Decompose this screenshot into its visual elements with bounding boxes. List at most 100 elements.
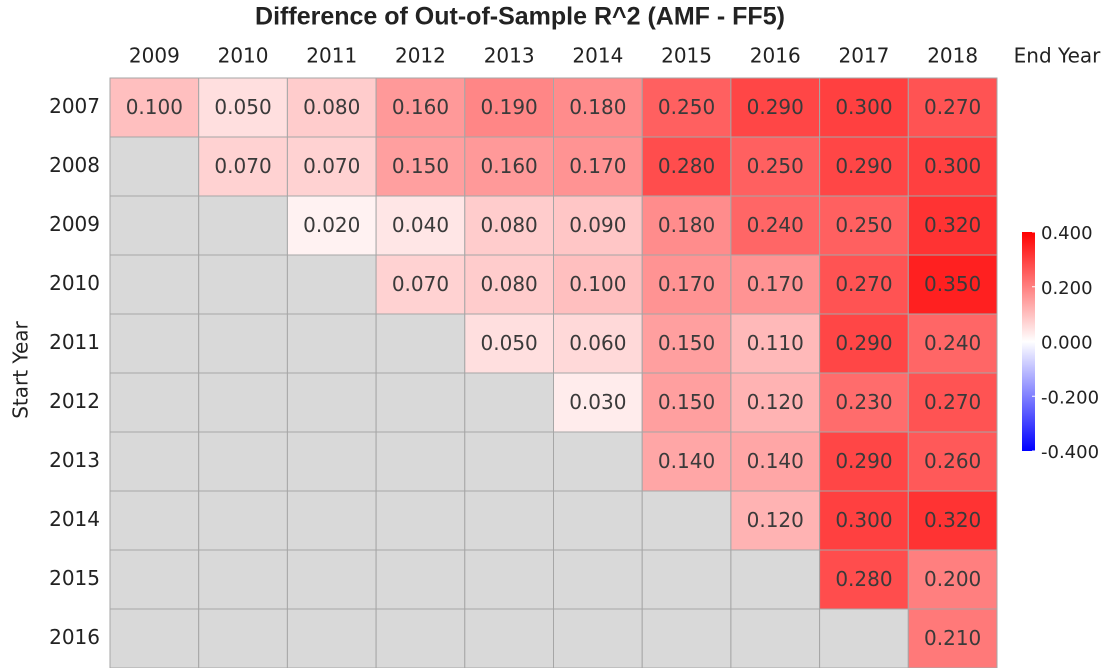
x-tick-label: 2010 xyxy=(218,44,269,68)
empty-cell xyxy=(286,431,377,492)
cell-label: 0.170 xyxy=(747,272,804,296)
x-tick-label: 2014 xyxy=(572,44,623,68)
empty-cell xyxy=(641,549,732,610)
cell-label: 0.140 xyxy=(747,449,804,473)
empty-cell xyxy=(286,549,377,610)
cell-label: 0.250 xyxy=(747,154,804,178)
cell xyxy=(819,313,909,374)
cell-label: 0.280 xyxy=(658,154,715,178)
empty-cell xyxy=(375,431,466,492)
cell xyxy=(286,195,377,256)
cell-label: 0.260 xyxy=(924,449,981,473)
cell xyxy=(730,136,821,197)
cell-label: 0.050 xyxy=(214,95,271,119)
cell xyxy=(109,77,200,138)
cell-label: 0.320 xyxy=(924,213,981,237)
cell-label: 0.150 xyxy=(658,331,715,355)
cell xyxy=(730,431,821,492)
cell-label: 0.210 xyxy=(924,626,981,650)
cell-label: 0.150 xyxy=(658,390,715,414)
cell xyxy=(553,195,643,256)
x-tick-label: 2012 xyxy=(395,44,446,68)
cell xyxy=(907,549,998,610)
empty-cell xyxy=(109,431,200,492)
cell-label: 0.270 xyxy=(924,95,981,119)
cell-label: 0.150 xyxy=(392,154,449,178)
cell-label: 0.080 xyxy=(303,95,360,119)
cell xyxy=(375,254,466,315)
y-tick-label: 2015 xyxy=(49,566,100,590)
cell-label: 0.110 xyxy=(747,331,804,355)
cell xyxy=(819,549,909,610)
empty-cell xyxy=(286,313,377,374)
cell xyxy=(553,77,643,138)
empty-cell xyxy=(109,254,200,315)
cell xyxy=(641,313,732,374)
cell-label: 0.120 xyxy=(747,508,804,532)
cell xyxy=(907,136,998,197)
cell xyxy=(375,195,466,256)
cell xyxy=(553,313,643,374)
cell xyxy=(819,431,909,492)
cell-label: 0.180 xyxy=(569,95,626,119)
empty-cell xyxy=(286,490,377,551)
empty-cell xyxy=(286,372,377,433)
cell-label: 0.270 xyxy=(924,390,981,414)
x-tick-label: 2018 xyxy=(927,44,978,68)
cell xyxy=(286,77,377,138)
cell xyxy=(907,608,998,668)
empty-cell xyxy=(553,431,643,492)
empty-cell xyxy=(109,313,200,374)
x-tick-label: 2009 xyxy=(129,44,180,68)
empty-cell xyxy=(375,549,466,610)
cell xyxy=(907,431,998,492)
cell-label: 0.160 xyxy=(481,154,538,178)
empty-cell xyxy=(641,608,732,668)
empty-cell xyxy=(198,313,288,374)
y-tick-label: 2013 xyxy=(49,448,100,472)
cell-label: 0.070 xyxy=(392,272,449,296)
empty-cell xyxy=(198,608,288,668)
empty-cell xyxy=(553,490,643,551)
empty-cell xyxy=(198,195,288,256)
chart-title: Difference of Out-of-Sample R^2 (AMF - F… xyxy=(255,3,785,31)
empty-cell xyxy=(109,136,200,197)
cell xyxy=(464,254,554,315)
cell xyxy=(641,254,732,315)
y-tick-label: 2011 xyxy=(49,330,100,354)
empty-cell xyxy=(109,608,200,668)
cell-label: 0.230 xyxy=(835,390,892,414)
y-tick-label: 2007 xyxy=(49,94,100,118)
cell xyxy=(464,313,554,374)
cell xyxy=(907,372,998,433)
y-tick-label: 2012 xyxy=(49,389,100,413)
empty-cell xyxy=(198,372,288,433)
cell-label: 0.060 xyxy=(569,331,626,355)
cell-label: 0.160 xyxy=(392,95,449,119)
empty-cell xyxy=(553,549,643,610)
cell-label: 0.270 xyxy=(835,272,892,296)
cell-label: 0.040 xyxy=(392,213,449,237)
cell xyxy=(730,313,821,374)
cell-label: 0.100 xyxy=(569,272,626,296)
empty-cell xyxy=(286,608,377,668)
cell xyxy=(907,313,998,374)
empty-cell xyxy=(375,490,466,551)
cell-label: 0.180 xyxy=(658,213,715,237)
cell-label: 0.300 xyxy=(835,95,892,119)
cell-label: 0.290 xyxy=(747,95,804,119)
cell-label: 0.100 xyxy=(126,95,183,119)
cell-label: 0.170 xyxy=(569,154,626,178)
empty-cell xyxy=(109,195,200,256)
empty-cell xyxy=(109,490,200,551)
empty-cell xyxy=(198,490,288,551)
cell xyxy=(464,136,554,197)
empty-cell xyxy=(641,490,732,551)
cell-label: 0.070 xyxy=(214,154,271,178)
cell-label: 0.030 xyxy=(569,390,626,414)
cell-label: 0.250 xyxy=(835,213,892,237)
cell xyxy=(730,490,821,551)
empty-cell xyxy=(819,608,909,668)
x-tick-label: 2013 xyxy=(484,44,535,68)
